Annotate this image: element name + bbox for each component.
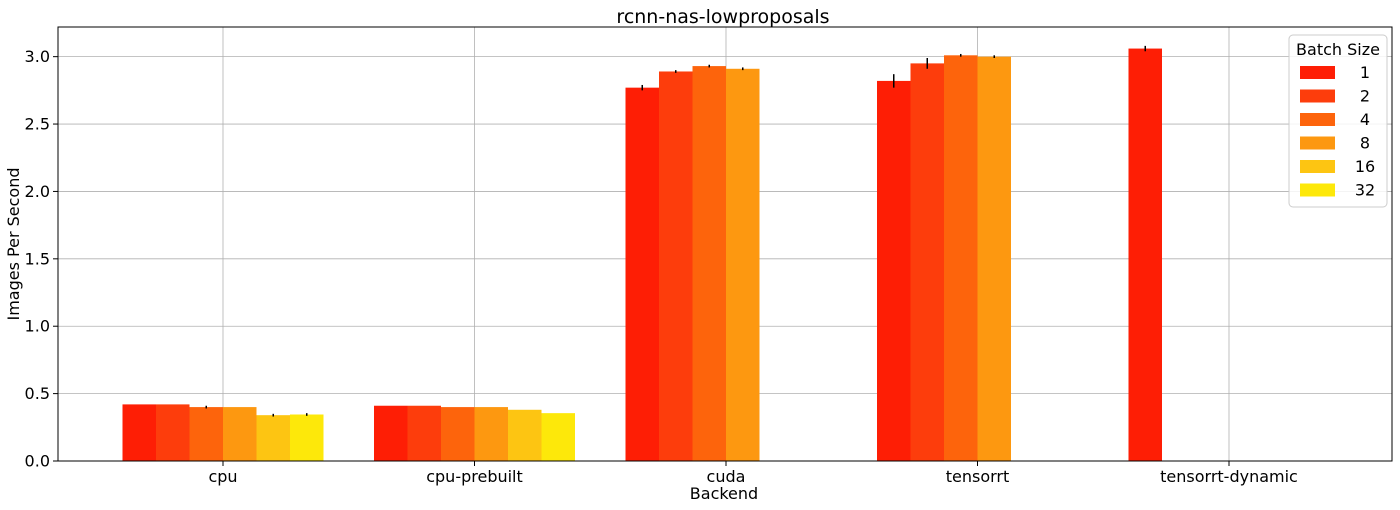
legend-swatch-16	[1300, 160, 1335, 173]
y-tick-label: 3.0	[25, 47, 50, 66]
legend-swatch-32	[1300, 183, 1335, 197]
legend-swatch-4	[1300, 113, 1335, 126]
bar-tensorrt-batch-8	[977, 56, 1011, 462]
x-axis-title: Backend	[690, 484, 758, 503]
bar-tensorrt-batch-2	[910, 63, 944, 462]
plot-frame	[57, 26, 1393, 462]
bar-cpu-prebuilt-batch-2	[407, 405, 441, 461]
x-tick-label: tensorrt	[946, 467, 1010, 486]
legend-label: 8	[1360, 134, 1370, 153]
bar-cuda-batch-8	[726, 68, 760, 462]
bar-cuda-batch-1	[625, 87, 659, 462]
x-tick-label: tensorrt-dynamic	[1160, 467, 1298, 486]
y-axis: 0.0 0.5 1.0 1.5 2.0 2.5 3.0	[25, 47, 58, 471]
y-axis-title: Images Per Second	[4, 168, 23, 321]
legend-label: 1	[1360, 63, 1370, 82]
bar-cuda-batch-2	[659, 71, 693, 461]
y-tick-label: 1.0	[25, 317, 50, 336]
error-bars	[205, 45, 1146, 417]
bar-tensorrt-batch-4	[944, 55, 978, 461]
legend-swatch-2	[1300, 89, 1335, 103]
legend: Batch Size 1 2 4 8 16 32	[1288, 34, 1388, 208]
bar-cpu-batch-16	[256, 415, 290, 461]
chart-title: rcnn-nas-lowproposals	[616, 6, 829, 28]
y-tick-label: 2.0	[25, 182, 50, 201]
bar-cpu-prebuilt-batch-4	[441, 407, 475, 461]
x-tick-label: cuda	[707, 467, 746, 486]
bar-cpu-batch-8	[223, 407, 257, 461]
bars	[122, 48, 1162, 462]
legend-title: Batch Size	[1296, 40, 1380, 59]
legend-label: 16	[1355, 157, 1375, 176]
bar-cpu-prebuilt-batch-1	[374, 405, 408, 461]
bar-cuda-batch-4	[692, 66, 726, 461]
y-tick-label: 0.0	[25, 452, 50, 471]
x-axis: cpu cpu-prebuilt cuda tensorrt tensorrt-dyna…	[208, 461, 1298, 486]
legend-swatch-8	[1300, 136, 1335, 150]
bar-cpu-batch-32	[290, 414, 324, 461]
y-tick-label: 2.5	[25, 115, 50, 134]
y-tick-label: 1.5	[25, 249, 50, 268]
bar-tensorrt-batch-1	[877, 80, 911, 462]
legend-label: 4	[1360, 110, 1370, 129]
bar-cpu-prebuilt-batch-32	[541, 413, 575, 461]
bar-cpu-batch-2	[156, 404, 190, 461]
x-tick-label: cpu-prebuilt	[426, 467, 523, 486]
legend-swatch-1	[1300, 66, 1335, 79]
y-tick-label: 0.5	[25, 384, 50, 403]
legend-label: 32	[1355, 181, 1375, 200]
bar-cpu-batch-4	[189, 407, 223, 461]
bar-cpu-prebuilt-batch-16	[508, 409, 542, 461]
bar-tensorrt-dynamic-batch-1	[1128, 48, 1162, 461]
x-tick-label: cpu	[208, 467, 237, 486]
bar-cpu-prebuilt-batch-8	[474, 407, 508, 461]
legend-label: 2	[1360, 87, 1370, 106]
bar-cpu-batch-1	[122, 404, 156, 461]
